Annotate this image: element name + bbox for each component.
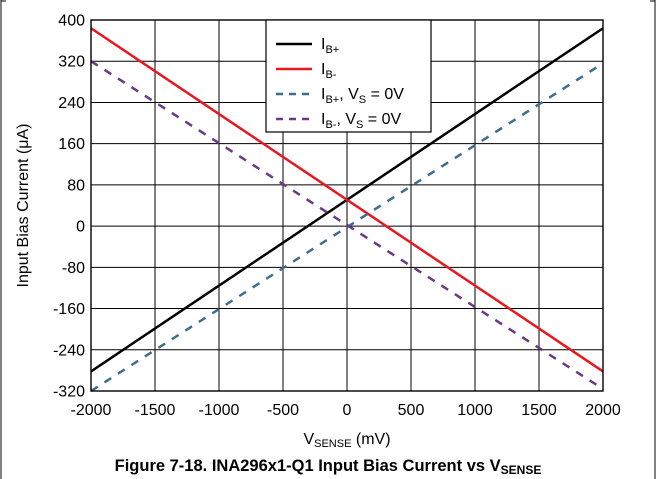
y-tick-label: -80: [62, 260, 85, 277]
x-tick-label: 500: [398, 402, 425, 419]
legend-label-main: I: [321, 36, 325, 53]
x-tick-label: -2000: [71, 402, 112, 419]
legend-label-0: IB+: [321, 36, 339, 56]
y-tick-label: 400: [58, 13, 85, 30]
series-line-1: [90, 27, 604, 373]
legend-label-main: I: [321, 61, 325, 78]
y-tick-labels: 400 320 240 160 80 0 -80 -160 -240 -320: [53, 13, 85, 401]
legend-label-tail: = 0V: [366, 86, 404, 103]
legend-label-suffix: , V: [336, 111, 356, 128]
legend-label-subscript: B-: [325, 69, 336, 81]
y-tick-label: 320: [58, 54, 85, 71]
legend-label-subscript: B-: [325, 119, 336, 131]
figure-caption-main: Figure 7-18. INA296x1-Q1 Input Bias Curr…: [115, 457, 501, 475]
figure-caption: Figure 7-18. INA296x1-Q1 Input Bias Curr…: [115, 457, 542, 477]
y-axis-label: Input Bias Current (μA): [15, 124, 32, 288]
y-tick-label: 160: [58, 136, 85, 153]
legend-label-subscript: B+: [325, 94, 339, 106]
legend-label-tail: = 0V: [363, 111, 401, 128]
x-tick-labels: -2000 -1500 -1000 -500 0 500 1000 1500 2000: [71, 402, 621, 419]
y-tick-label: -160: [53, 301, 85, 318]
x-tick-label: -1000: [199, 402, 240, 419]
legend-label-suffix: , V: [339, 86, 359, 103]
legend-label-2: IB+, VS = 0V: [321, 86, 404, 106]
legend-label-main: I: [321, 86, 325, 103]
x-tick-label: 1500: [521, 402, 557, 419]
legend-box: [265, 19, 432, 133]
x-axis-label: VSENSE (mV): [303, 431, 390, 450]
series-group: [90, 27, 604, 393]
y-tick-label: 240: [58, 95, 85, 112]
legend-label-subscript: B+: [325, 44, 339, 56]
figure-caption-subscript: SENSE: [501, 463, 542, 477]
y-tick-label: -320: [53, 384, 85, 401]
legend-label-suffix-subscript: S: [359, 94, 366, 106]
x-tick-label: 0: [343, 402, 352, 419]
legend-label-1: IB-: [321, 61, 337, 81]
x-tick-label: -1500: [135, 402, 176, 419]
x-axis-label-main: V: [303, 431, 314, 448]
legend-label-suffix-subscript: S: [356, 119, 363, 131]
y-tick-label: -240: [53, 342, 85, 359]
x-tick-label: -500: [267, 402, 299, 419]
series-line-3: [90, 60, 604, 390]
x-tick-label: 2000: [585, 402, 621, 419]
y-tick-label: 80: [67, 177, 85, 194]
y-tick-label: 0: [76, 219, 85, 236]
x-axis-label-unit: (mV): [351, 431, 390, 448]
x-tick-label: 1000: [457, 402, 493, 419]
legend-label-main: I: [321, 111, 325, 128]
series-line-2: [90, 62, 604, 393]
x-axis-label-subscript: SENSE: [314, 438, 351, 450]
legend-label-3: IB-, VS = 0V: [321, 111, 401, 131]
